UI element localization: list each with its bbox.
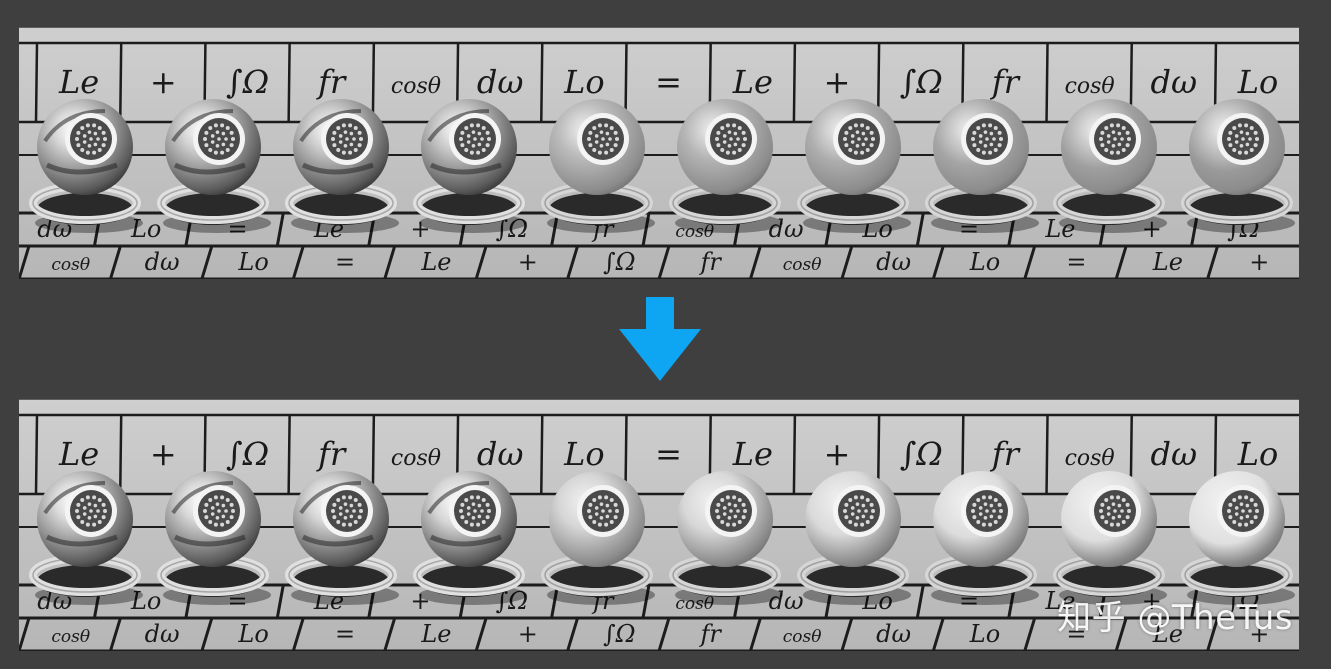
equation-tile-label: Le <box>58 63 99 101</box>
equation-tile-label: + <box>150 435 177 473</box>
material-sphere <box>541 471 655 605</box>
equation-tile-label: + <box>1249 620 1269 648</box>
equation-tile-label: Lo <box>969 248 1000 276</box>
equation-tile-label: cosθ <box>675 222 714 242</box>
equation-tile-label: Lo <box>563 63 605 101</box>
equation-tile-label: ∫Ω <box>900 435 943 473</box>
equation-tile-label: = <box>655 63 682 101</box>
equation-tile-label: cosθ <box>783 255 822 275</box>
equation-tile-label: = <box>1066 620 1086 648</box>
equation-tile-label: dω <box>145 248 180 276</box>
equation-tile-label: fr <box>990 435 1021 473</box>
equation-tile-label: cosθ <box>391 74 441 99</box>
equation-tile-label: = <box>335 248 355 276</box>
equation-tile-label: Le <box>420 620 451 648</box>
equation-tile-label: + <box>824 63 851 101</box>
material-sphere <box>1181 471 1295 605</box>
equation-tile-label: Lo <box>563 435 605 473</box>
render-canvas: Le + ∫Ω fr cosθ dω Lo = Le + ∫Ω fr cosθ dω Lo dω Lo = Le + ∫… <box>19 27 1299 279</box>
equation-tile-label: Lo <box>969 620 1000 648</box>
material-sphere <box>413 99 527 233</box>
material-sphere <box>29 471 143 605</box>
equation-tile-label: dω <box>477 63 524 101</box>
equation-tile-label: ∫Ω <box>226 435 269 473</box>
equation-tile-label: = <box>335 620 355 648</box>
equation-tile-label: ∫Ω <box>603 248 635 276</box>
equation-tile-label: fr <box>316 435 347 473</box>
material-sphere <box>797 471 911 605</box>
equation-tile-label: dω <box>477 435 524 473</box>
equation-tile-label: dω <box>1151 435 1198 473</box>
equation-tile-label: = <box>1066 248 1086 276</box>
equation-tile-label: Lo <box>130 587 161 615</box>
equation-tile-label: + <box>1249 248 1269 276</box>
equation-tile-label: Le <box>1044 587 1075 615</box>
material-sphere <box>1053 99 1167 233</box>
equation-tile-label: fr <box>316 63 347 101</box>
equation-tile-label: + <box>518 248 538 276</box>
equation-tile-label: cosθ <box>1065 446 1115 471</box>
equation-tile-label: + <box>824 435 851 473</box>
equation-tile-label: Lo <box>130 215 161 243</box>
material-sphere <box>925 99 1039 233</box>
material-sphere <box>285 471 399 605</box>
equation-tile-label: fr <box>699 248 723 276</box>
equation-tile-label: + <box>518 620 538 648</box>
equation-tile-label: ∫Ω <box>226 63 269 101</box>
material-sphere <box>669 99 783 233</box>
render-canvas: Le + ∫Ω fr cosθ dω Lo = Le + ∫Ω fr cosθ dω Lo dω Lo = Le + ∫… <box>19 399 1299 651</box>
equation-tile-label: Le <box>1152 248 1183 276</box>
equation-tile-label: Le <box>732 435 773 473</box>
equation-tile-label: + <box>410 587 430 615</box>
equation-tile-label: dω <box>876 620 911 648</box>
down-arrow-icon <box>619 297 701 381</box>
material-sphere <box>157 471 271 605</box>
equation-tile-label: cosθ <box>675 594 714 614</box>
equation-tile-label: Lo <box>237 620 268 648</box>
equation-tile-label: Le <box>732 63 773 101</box>
equation-tile-label: dω <box>769 215 804 243</box>
equation-tile-label: dω <box>769 587 804 615</box>
watermark: 知乎 @TheTus <box>1057 598 1293 638</box>
equation-tile-label: Le <box>1044 215 1075 243</box>
material-sphere <box>541 99 655 233</box>
equation-tile-label: + <box>1142 587 1162 615</box>
equation-tile-label: dω <box>145 620 180 648</box>
material-sphere <box>1181 99 1295 233</box>
material-sphere <box>157 99 271 233</box>
equation-tile-label: ∫Ω <box>603 620 635 648</box>
equation-tile-label: cosθ <box>51 627 90 647</box>
equation-tile-label: = <box>655 435 682 473</box>
equation-tile-label: fr <box>990 63 1021 101</box>
material-sphere <box>797 99 911 233</box>
render-strip-after: Le + ∫Ω fr cosθ dω Lo = Le + ∫Ω fr cosθ dω Lo dω Lo = Le + ∫… <box>19 399 1299 651</box>
equation-tile-label: fr <box>699 620 723 648</box>
equation-tile-label: + <box>1142 215 1162 243</box>
render-strip-before: Le + ∫Ω fr cosθ dω Lo = Le + ∫Ω fr cosθ dω Lo dω Lo = Le + ∫… <box>19 27 1299 279</box>
equation-tile-label: Lo <box>1237 63 1279 101</box>
equation-tile-label: dω <box>1151 63 1198 101</box>
equation-tile-label: + <box>150 63 177 101</box>
equation-tile-label: dω <box>876 248 911 276</box>
equation-tile-label: Le <box>1152 620 1183 648</box>
equation-tile-label: cosθ <box>51 255 90 275</box>
equation-tile-label: Lo <box>1237 435 1279 473</box>
equation-tile-label: + <box>410 215 430 243</box>
material-sphere <box>285 99 399 233</box>
equation-tile-label: cosθ <box>391 446 441 471</box>
equation-tile-label: Le <box>420 248 451 276</box>
equation-tile-label: Lo <box>237 248 268 276</box>
material-sphere <box>1053 471 1167 605</box>
material-sphere <box>29 99 143 233</box>
material-sphere <box>669 471 783 605</box>
equation-tile-label: Le <box>58 435 99 473</box>
equation-tile-label: ∫Ω <box>900 63 943 101</box>
material-sphere <box>413 471 527 605</box>
equation-tile-label: cosθ <box>783 627 822 647</box>
equation-tile-label: cosθ <box>1065 74 1115 99</box>
material-sphere <box>925 471 1039 605</box>
